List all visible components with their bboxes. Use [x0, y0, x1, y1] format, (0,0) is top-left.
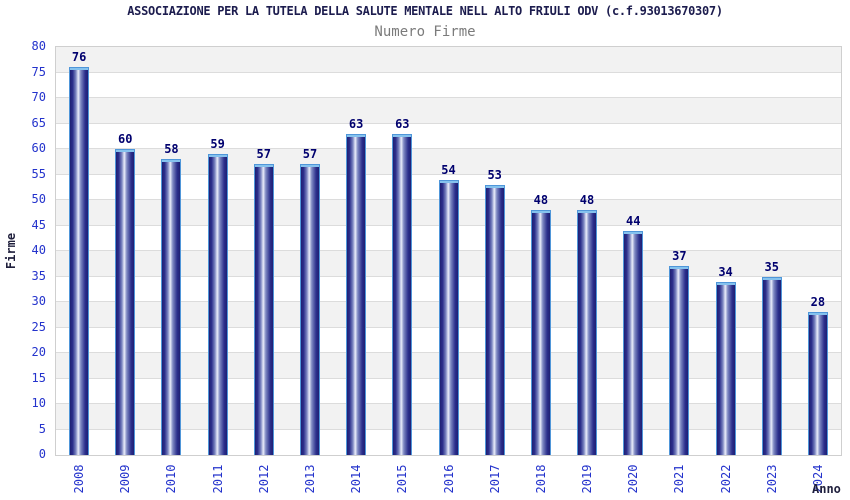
bar-value-label-2009: 60	[118, 132, 133, 146]
plot-area: 76 60 58 59 57 57 63 63 54 53 48 48 44 37 34 35 28	[55, 46, 842, 456]
plot-band	[56, 149, 841, 175]
y-tick-label-15: 15	[31, 370, 46, 385]
bar-value-label-2012: 57	[256, 147, 272, 162]
bar-value-label-2019: 48	[579, 193, 595, 208]
x-tick-label-2015: 2015	[395, 464, 410, 494]
plot-band	[56, 73, 841, 99]
x-tick-label-2016: 2016	[441, 464, 456, 494]
y-tick-label-80: 80	[31, 39, 46, 53]
bar-value-label-2013: 57	[302, 147, 318, 162]
x-tick-label-2017: 2017	[487, 464, 502, 494]
bar-value-label-2023: 35	[764, 259, 779, 274]
bar-2024	[807, 312, 828, 455]
chart-title: ASSOCIAZIONE PER LA TUTELA DELLA SALUTE …	[127, 4, 723, 18]
bar-value-label-2017: 53	[487, 167, 502, 182]
y-tick-label-10: 10	[31, 396, 46, 410]
y-tick-label-25: 25	[31, 319, 46, 334]
gridline	[56, 71, 841, 73]
bar-2017	[484, 184, 505, 455]
y-tick-label-55: 55	[31, 166, 46, 181]
x-tick-label-2012: 2012	[256, 464, 271, 494]
bar-2010	[161, 159, 182, 455]
bar-value-label-2010: 58	[164, 142, 179, 157]
x-axis-title: Anno	[812, 482, 841, 496]
bar-value-label-2022: 34	[718, 264, 733, 279]
y-tick-label-70: 70	[31, 90, 46, 104]
x-tick-label-2019: 2019	[580, 464, 595, 494]
bar-value-label-2015: 63	[395, 116, 410, 131]
x-axis: 2008 2009 2010 2011 2012 2013 2014 2015 2016 2017…	[55, 455, 842, 500]
bar-value-label-2011: 59	[210, 137, 225, 152]
x-tick-label-2022: 2022	[718, 464, 733, 494]
bar-value-label-2021: 37	[672, 249, 687, 264]
bar-2013	[299, 164, 320, 455]
y-tick-label-20: 20	[31, 345, 46, 359]
y-tick-label-30: 30	[31, 294, 46, 308]
x-tick-label-2009: 2009	[118, 464, 133, 494]
bar-2008	[69, 67, 90, 455]
bar-2009	[115, 149, 136, 455]
x-tick-label-2021: 2021	[672, 464, 687, 494]
bar-2023	[761, 276, 782, 455]
bar-value-label-2024: 28	[810, 295, 826, 310]
bar-2018	[530, 210, 551, 455]
gridline	[56, 173, 841, 175]
bar-value-label-2016: 54	[441, 162, 456, 177]
y-tick-label-65: 65	[31, 115, 46, 130]
y-tick-label-60: 60	[31, 141, 46, 155]
bar-2012	[253, 164, 274, 455]
gridline	[56, 148, 841, 149]
y-tick-label-35: 35	[31, 268, 46, 283]
bar-value-label-2014: 63	[348, 116, 364, 131]
x-tick-label-2011: 2011	[210, 464, 225, 494]
x-tick-label-2008: 2008	[72, 464, 87, 494]
gridline	[56, 122, 841, 124]
x-tick-label-2014: 2014	[349, 464, 364, 494]
bar-2019	[577, 210, 598, 455]
plot-band	[56, 47, 841, 73]
x-tick-label-2010: 2010	[164, 464, 179, 494]
bar-2020	[623, 230, 644, 455]
y-axis: 0 5 10 15 20 25 30 35 40 45 50 55 60 65 70 75 80	[0, 39, 46, 461]
plot-band	[56, 98, 841, 124]
x-tick-label-2018: 2018	[533, 464, 548, 494]
bar-value-label-2020: 44	[625, 213, 641, 228]
chart-subtitle: Numero Firme	[374, 24, 476, 40]
bar-2015	[392, 133, 413, 455]
y-tick-label-0: 0	[38, 447, 46, 461]
x-tick-label-2023: 2023	[764, 464, 779, 494]
bar-value-label-2008: 76	[71, 50, 87, 65]
y-tick-label-45: 45	[31, 217, 46, 232]
y-tick-label-40: 40	[31, 243, 46, 257]
bar-2016	[438, 179, 459, 455]
y-tick-label-5: 5	[38, 421, 46, 436]
bar-value-label-2018: 48	[533, 193, 549, 208]
x-tick-label-2020: 2020	[626, 464, 641, 494]
gridline	[56, 97, 841, 98]
bar-2021	[669, 266, 690, 455]
bar-2022	[715, 281, 736, 455]
y-tick-label-50: 50	[31, 192, 46, 206]
x-tick-label-2013: 2013	[302, 464, 317, 494]
y-tick-label-75: 75	[31, 64, 46, 79]
bar-2011	[207, 154, 228, 455]
bar-2014	[346, 133, 367, 455]
